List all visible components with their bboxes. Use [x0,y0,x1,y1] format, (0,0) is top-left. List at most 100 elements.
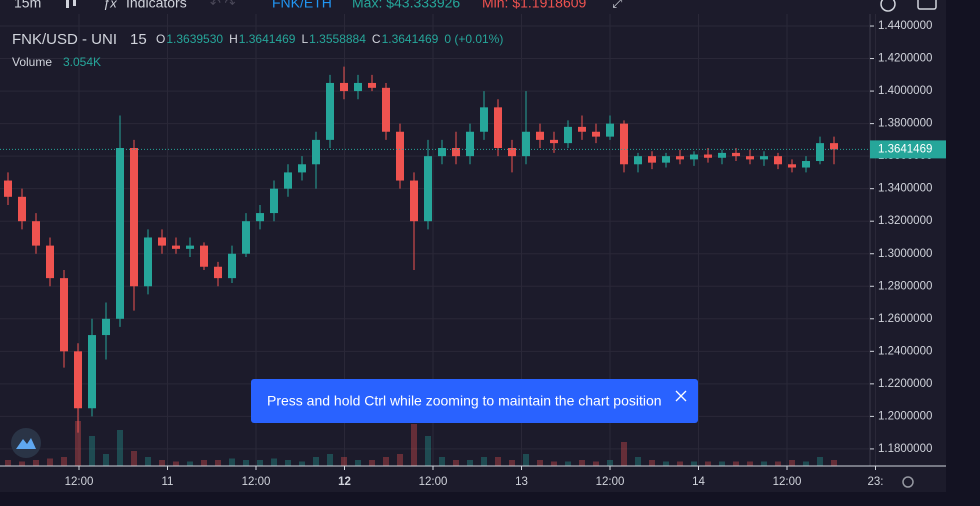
candle-body [74,351,82,409]
indicators-icon[interactable]: ƒx [103,0,117,10]
toast-close[interactable] [675,390,687,402]
ohlc-key: C [372,32,381,46]
x-tick-label: 13 [515,476,528,488]
symbol-interval: 15 [130,31,147,48]
x-tick-label: 12 [338,476,351,488]
volume-bar [565,461,571,466]
candle-body [368,82,376,88]
volume-bar [33,460,39,466]
volume-bar [285,460,291,466]
fullscreen-icon[interactable]: ⤢ [612,0,622,10]
x-tick-label: 12:00 [596,476,625,488]
y-tick-label: 1.2600000 [878,313,932,325]
candle-body [578,126,586,132]
x-tick-label: 12:00 [242,476,271,488]
volume-bar [663,461,669,466]
candle-body [46,245,54,279]
y-tick-label: 1.2800000 [878,280,932,292]
y-tick-label: 1.2400000 [878,345,932,357]
candle-body [676,156,684,160]
volume-bar [411,424,417,466]
settings-icon[interactable] [880,0,896,12]
candle-body [144,237,152,287]
ohlc-value: 1.3641469 [239,32,296,46]
volume-bar [467,460,473,466]
y-tick-label: 1.4400000 [878,20,932,32]
y-tick-label: 1.4200000 [878,53,932,65]
candle-type-icon[interactable] [66,0,76,8]
logo-mark [16,438,36,449]
candle-body [228,253,236,279]
candle-body [186,245,194,249]
candle-body [592,131,600,137]
candle-body [116,148,124,319]
undo-icon[interactable]: ↶ ↷ [210,0,237,10]
pair-link[interactable]: FNK/ETH [272,0,332,11]
volume-bar [453,460,459,466]
volume-bar [103,454,109,466]
volume-bar [831,460,837,466]
volume-bar [215,460,221,466]
volume-label: Volume [12,55,52,69]
volume-bar [747,461,753,466]
indicators-button[interactable]: Indicators [126,0,187,11]
min-price: Min: $1.1918609 [482,0,587,11]
toast [251,379,698,423]
change: 0 (+0.01%) [444,32,503,46]
candle-body [102,318,110,336]
candle-body [508,148,516,157]
candle-body [130,148,138,287]
x-tick-label: 11 [162,476,174,488]
ohlc-value: 1.3639530 [166,32,223,46]
volume-bar [761,461,767,466]
y-tick-label: 1.2000000 [878,410,932,422]
x-tick-label: 12:00 [419,476,448,488]
volume-bar [719,461,725,466]
candle-body [718,152,726,158]
candle-body [704,154,712,158]
candle-body [522,131,530,157]
candle-body [158,237,166,246]
max-price: Max: $43.333926 [352,0,460,11]
candle-body [424,156,432,222]
candle-body [256,213,264,222]
volume-bar [607,460,613,466]
candle-body [438,148,446,157]
candle-body [354,82,362,92]
volume-bar [299,461,305,466]
volume-bar [257,460,263,466]
candle-body [648,156,656,163]
ohlc-legend: O 1.3639530 H 1.3641469 L 1.3558884 C 1.3641469 [156,32,439,46]
volume-bar [187,461,193,466]
volume-bar [523,454,529,466]
volume-bar [803,461,809,466]
volume-bar [677,461,683,466]
volume-bar [201,460,207,466]
volume-bar [383,457,389,466]
candle-body [326,82,334,140]
candle-body [746,156,754,160]
volume-bar [355,460,361,466]
candle-body [536,131,544,140]
volume-bar [117,430,123,466]
volume-bar [593,461,599,466]
volume-bar [19,461,25,466]
interval-button[interactable]: 15m [14,0,41,11]
volume-bar [61,457,67,466]
candle-body [634,156,642,165]
y-tick-label: 1.3200000 [878,215,932,227]
last-price-label: 1.3641469 [878,143,932,155]
volume-bar [327,454,333,466]
volume-bar [341,457,347,466]
candle-body [4,180,12,197]
candle-body [18,196,26,222]
volume-bar [509,460,515,466]
axis-settings-icon[interactable] [902,476,914,488]
volume-bar [817,457,823,466]
screenshot-icon[interactable] [917,0,937,10]
candle-body [550,139,558,144]
volume-bar [173,461,179,466]
volume-bar [439,457,445,466]
candle-body [312,139,320,165]
